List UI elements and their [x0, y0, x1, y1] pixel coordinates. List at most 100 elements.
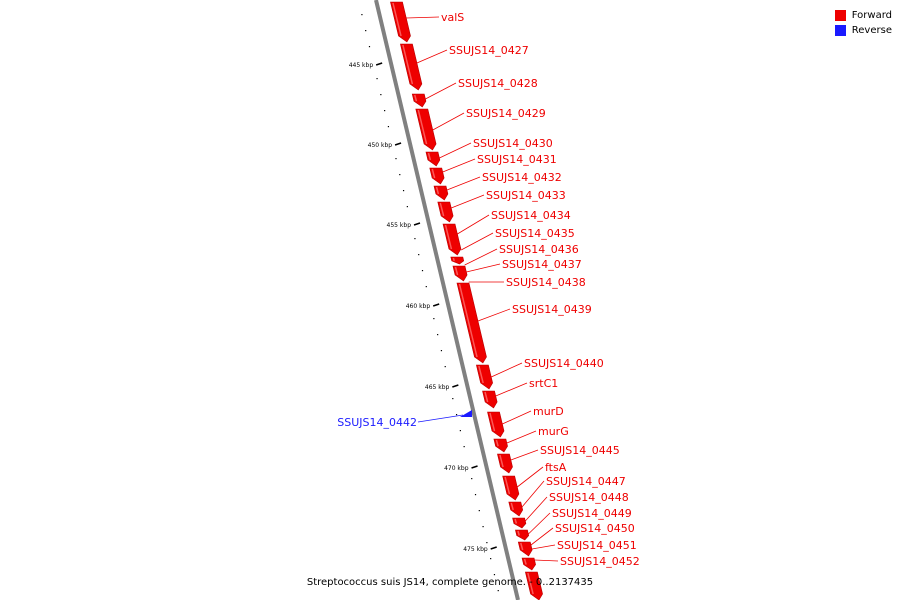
- legend-label-forward: Forward: [851, 10, 892, 21]
- legend-item-reverse: Reverse: [834, 23, 892, 38]
- gene-highlight: [444, 224, 453, 250]
- gene-highlight: [527, 572, 534, 595]
- minor-tick: [463, 446, 465, 448]
- label-leader: [517, 466, 544, 488]
- minor-tick: [380, 94, 382, 96]
- gene-highlight: [392, 2, 402, 37]
- minor-tick: [395, 158, 397, 160]
- major-tick: [432, 303, 440, 307]
- gene-highlight: [452, 257, 455, 262]
- minor-tick: [368, 46, 371, 48]
- tick-label: 445 kbp: [349, 62, 374, 69]
- label-leader: [510, 449, 539, 461]
- label-leader: [530, 527, 554, 546]
- minor-tick: [490, 558, 492, 560]
- gene-highlight: [427, 152, 432, 161]
- gene-highlight: [520, 542, 524, 551]
- gene-highlight: [489, 412, 496, 432]
- tick-label: 455 kbp: [387, 222, 412, 229]
- genome-backbone: [374, 0, 520, 600]
- gene-label-SSUJS14_0429: SSUJS14_0429: [466, 107, 546, 120]
- gene-label-murD: murD: [533, 405, 564, 418]
- minor-tick: [482, 526, 484, 528]
- gene-label-SSUJS14_0452: SSUJS14_0452: [560, 555, 640, 568]
- gene-label-SSUJS14_0428: SSUJS14_0428: [458, 77, 538, 90]
- minor-tick: [399, 174, 401, 176]
- label-leader: [491, 362, 523, 378]
- gene-label-SSUJS14_0435: SSUJS14_0435: [495, 227, 575, 240]
- label-leader: [528, 512, 551, 535]
- label-leader: [502, 410, 532, 425]
- gene-label-SSUJS14_0447: SSUJS14_0447: [546, 475, 626, 488]
- gene-highlight: [510, 502, 514, 511]
- genome-caption: Streptococcus suis JS14, complete genome…: [306, 577, 594, 588]
- gene-highlight: [454, 266, 459, 276]
- label-layer: valS SSUJS14_0427 SSUJS14_0428 SSUJS14_0429…: [337, 11, 639, 568]
- label-leader: [457, 214, 490, 235]
- label-leader: [460, 232, 494, 251]
- label-leader: [439, 142, 472, 159]
- minor-tick: [433, 318, 435, 320]
- label-leader: [534, 559, 559, 562]
- gene-highlight: [499, 454, 504, 468]
- major-tick: [471, 465, 478, 469]
- minor-tick: [425, 286, 427, 288]
- gene-label-valS: valS: [441, 11, 464, 24]
- minor-tick: [444, 366, 446, 368]
- gene-highlight: [517, 530, 520, 536]
- gene-layer: [390, 1, 543, 600]
- gene-label-SSUJS14_0434: SSUJS14_0434: [491, 209, 571, 222]
- label-leader: [446, 176, 481, 191]
- label-leader: [495, 382, 528, 397]
- label-leader: [417, 414, 464, 423]
- gene-label-SSUJS14_0442: SSUJS14_0442: [337, 416, 417, 429]
- gene-highlight: [495, 439, 499, 447]
- minor-tick: [418, 254, 420, 256]
- minor-tick: [474, 494, 477, 496]
- gene-label-SSUJS14_0430: SSUJS14_0430: [473, 137, 553, 150]
- tick-label: 460 kbp: [406, 303, 431, 310]
- label-leader: [531, 544, 556, 550]
- minor-tick: [406, 206, 408, 208]
- strand-legend: Forward Reverse: [834, 8, 892, 38]
- label-leader: [416, 49, 448, 64]
- major-tick: [452, 384, 459, 388]
- minor-tick: [493, 574, 496, 576]
- gene-highlight: [414, 94, 418, 102]
- gene-highlight: [523, 558, 527, 565]
- minor-tick: [478, 510, 480, 512]
- minor-tick: [437, 334, 439, 336]
- minor-tick: [486, 542, 488, 544]
- label-leader: [506, 430, 537, 444]
- gene-label-SSUJS14_0448: SSUJS14_0448: [549, 491, 629, 504]
- gene-label-SSUJS14_0436: SSUJS14_0436: [499, 243, 579, 256]
- gene-highlight: [402, 44, 414, 85]
- minor-tick: [402, 190, 405, 192]
- minor-tick: [384, 110, 386, 112]
- tick-label: 465 kbp: [425, 384, 450, 391]
- gene-label-SSUJS14_0437: SSUJS14_0437: [502, 258, 582, 271]
- major-tick: [413, 222, 421, 226]
- label-leader: [432, 112, 465, 131]
- label-leader: [477, 308, 511, 322]
- gene-label-ftsA: ftsA: [545, 461, 567, 474]
- minor-tick: [376, 78, 378, 80]
- minor-tick: [440, 350, 443, 352]
- gene-label-SSUJS14_0427: SSUJS14_0427: [449, 44, 529, 57]
- minor-tick: [452, 398, 454, 400]
- minor-tick: [361, 14, 363, 16]
- gene-highlight: [439, 202, 445, 217]
- legend-label-reverse: Reverse: [851, 25, 892, 36]
- gene-highlight: [504, 476, 511, 495]
- gene-arrow-SSUJS14_0442: [459, 410, 472, 417]
- major-tick: [375, 62, 383, 66]
- minor-tick: [365, 30, 367, 32]
- gene-label-srtC1: srtC1: [529, 377, 558, 390]
- tick-layer: 445 kbp 450 kbp 455 kbp 460 kbp 465 kbp 470 k…: [349, 14, 499, 592]
- gene-highlight: [431, 168, 436, 179]
- gene-label-SSUJS14_0451: SSUJS14_0451: [557, 539, 637, 552]
- gene-label-SSUJS14_0445: SSUJS14_0445: [540, 444, 620, 457]
- major-tick: [394, 142, 402, 146]
- label-leader: [442, 158, 476, 173]
